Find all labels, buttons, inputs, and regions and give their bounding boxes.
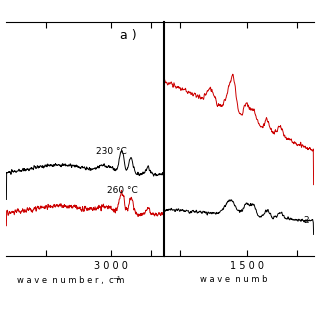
Text: 230 °C: 230 °C — [96, 148, 126, 156]
Text: a ): a ) — [120, 29, 136, 43]
Text: 260 °C: 260 °C — [108, 186, 138, 195]
Text: w a v e  n u m b: w a v e n u m b — [200, 276, 267, 284]
Text: w a v e  n u m b e r ,  c m: w a v e n u m b e r , c m — [17, 276, 124, 284]
Text: $\mathregular{^{-1}}$: $\mathregular{^{-1}}$ — [112, 276, 122, 284]
Text: 2: 2 — [304, 216, 309, 225]
